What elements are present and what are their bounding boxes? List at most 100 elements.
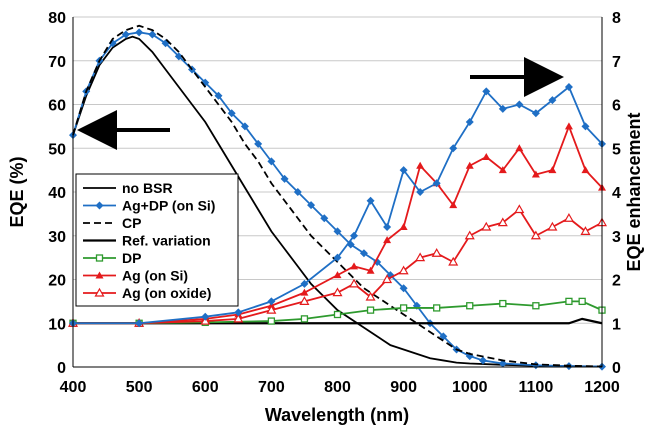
legend-label-3: Ref. variation — [122, 233, 211, 249]
series-7-point-15 — [482, 87, 491, 96]
series-7-point-3 — [234, 308, 243, 317]
y-left-tick-label-1: 10 — [48, 316, 66, 333]
y-right-tick-label-6: 6 — [612, 98, 621, 115]
y-right-tick-label-4: 4 — [612, 185, 621, 202]
y-left-tick-label-0: 0 — [57, 360, 66, 377]
series-6 — [67, 204, 608, 327]
y-right-tick-label-8: 8 — [612, 10, 621, 27]
series-1-point-4 — [121, 30, 130, 39]
series-6-point-11 — [415, 252, 426, 262]
series-6-point-12 — [431, 248, 442, 257]
series-4-point-6 — [366, 306, 375, 314]
y-left-axis-title: EQE (%) — [7, 156, 27, 227]
x-tick-label-7: 1100 — [519, 379, 554, 396]
series-1-point-8 — [174, 52, 183, 61]
series-7-point-13 — [449, 144, 458, 153]
legend-swatch-marker-6 — [94, 287, 105, 297]
legend-label-6: Ag (on oxide) — [122, 285, 211, 301]
y-left-tick-label-7: 70 — [48, 54, 66, 71]
series-1-point-19 — [320, 214, 329, 223]
series-1-point-13 — [240, 122, 249, 131]
series-7-point-10 — [399, 166, 408, 175]
y-right-tick-labels: 0 1 2 3 4 5 6 7 8 — [612, 10, 621, 377]
legend-item-4: DP — [83, 250, 141, 266]
series-4-point-9 — [466, 302, 474, 310]
series-7 — [69, 83, 606, 328]
series-5-point-6 — [333, 271, 342, 279]
series-4-point-5 — [333, 310, 342, 319]
series-1-point-22 — [359, 249, 368, 258]
series-5-point-19 — [548, 166, 557, 174]
legend-item-0: no BSR — [83, 180, 173, 196]
series-6-point-13 — [448, 256, 459, 266]
series-5-point-16 — [498, 166, 507, 174]
series-6-point-19 — [547, 221, 558, 231]
series-line-0 — [72, 35, 603, 368]
x-tick-label-0: 400 — [60, 379, 87, 396]
x-axis-title: Wavelength (nm) — [265, 405, 409, 425]
series-7-point-8 — [366, 196, 375, 205]
series-5-point-17 — [515, 144, 524, 152]
series-5-point-9 — [383, 236, 392, 244]
legend-item-5: Ag (on Si) — [83, 268, 188, 284]
series-1-point-6 — [148, 30, 157, 39]
series-6-point-7 — [348, 278, 360, 288]
series-5-point-5 — [300, 288, 309, 296]
series-6-point-18 — [530, 230, 541, 240]
series-2 — [72, 24, 603, 368]
series-1-point-14 — [254, 139, 263, 148]
series-7-point-11 — [416, 188, 425, 196]
legend-swatch-marker-5 — [95, 271, 104, 279]
y-right-tick-label-3: 3 — [612, 229, 621, 246]
series-7-point-6 — [333, 253, 342, 262]
series-6-point-15 — [481, 221, 492, 231]
x-tick-label-3: 700 — [258, 379, 285, 396]
x-tick-label-4: 800 — [324, 379, 351, 396]
series-6-point-5 — [299, 296, 310, 305]
series-1-point-18 — [307, 201, 316, 210]
legend-label-0: no BSR — [122, 180, 173, 196]
series-7-point-16 — [498, 104, 507, 113]
series-7-point-7 — [350, 231, 359, 240]
series-1-point-20 — [333, 227, 342, 236]
series-7-point-4 — [267, 297, 276, 306]
legend-swatch-marker-1 — [95, 201, 104, 210]
series-5-point-8 — [366, 266, 375, 274]
series-6-point-3 — [233, 313, 244, 323]
series-5-point-20 — [564, 122, 573, 130]
series-layer — [67, 24, 608, 371]
series-6-point-16 — [497, 217, 508, 227]
legend-item-1: Ag+DP (on Si) — [83, 198, 215, 214]
y-right-tick-label-5: 5 — [612, 141, 621, 158]
series-7-point-5 — [300, 279, 309, 288]
series-7-point-17 — [515, 100, 524, 109]
series-4-point-7 — [399, 304, 408, 312]
y-left-tick-label-8: 80 — [48, 10, 66, 27]
x-tick-labels: 400 500 600 700 800 900 1000 1100 1200 — [60, 379, 620, 396]
series-6-point-9 — [382, 274, 393, 284]
series-1-point-16 — [280, 174, 289, 183]
series-1-point-31 — [478, 356, 487, 365]
series-5-point-14 — [465, 161, 474, 169]
legend-item-3: Ref. variation — [83, 233, 211, 249]
series-7-point-2 — [201, 312, 210, 321]
series-7-point-19 — [548, 96, 557, 105]
series-1-point-15 — [267, 157, 276, 166]
series-4-point-3 — [267, 317, 276, 325]
y-right-tick-label-7: 7 — [612, 54, 621, 71]
series-7-point-9 — [383, 223, 392, 231]
x-tick-label-2: 600 — [192, 379, 219, 396]
series-4-point-8 — [433, 304, 441, 312]
series-4-point-10 — [499, 299, 507, 308]
series-5-point-15 — [482, 153, 491, 160]
series-5-point-10 — [399, 223, 408, 230]
y-right-tick-label-1: 1 — [612, 316, 621, 333]
series-6-point-4 — [266, 304, 277, 314]
series-1-point-25 — [399, 284, 408, 293]
legend-label-4: DP — [122, 250, 141, 266]
series-6-point-6 — [332, 287, 343, 297]
series-line-2 — [72, 24, 603, 368]
y-right-axis-title: EQE enhancement — [624, 112, 644, 271]
x-tick-label-8: 1200 — [584, 379, 620, 396]
